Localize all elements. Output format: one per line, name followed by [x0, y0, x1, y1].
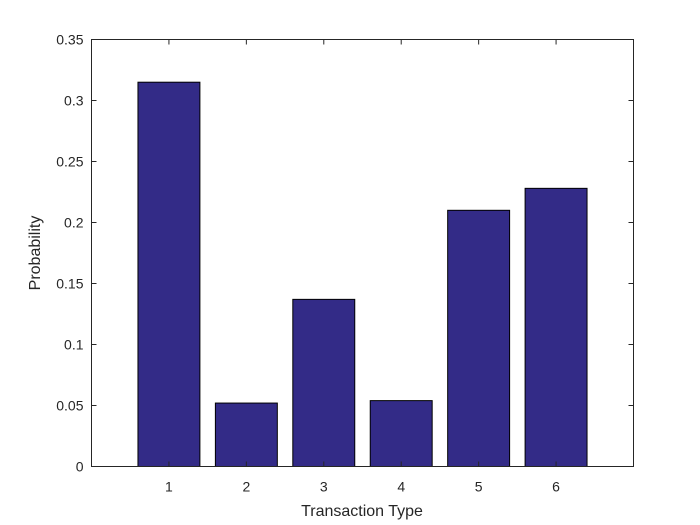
y-tick-label-1: 0.05	[56, 398, 83, 414]
bar-4	[369, 400, 433, 467]
y-tick-label-4: 0.2	[64, 215, 84, 231]
plot-frame	[91, 39, 634, 467]
y-tick-label-3: 0.15	[56, 276, 83, 292]
bar-2	[214, 402, 278, 467]
x-tick-label-1: 1	[165, 479, 173, 495]
y-axis-label: Probability	[27, 216, 44, 291]
x-tick-label-6: 6	[552, 479, 560, 495]
x-tick-label-3: 3	[320, 479, 328, 495]
x-tick-label-5: 5	[475, 479, 483, 495]
x-tick-label-2: 2	[242, 479, 250, 495]
x-tick-label-4: 4	[397, 479, 405, 495]
bar-6	[524, 187, 588, 467]
bar-5	[447, 209, 511, 468]
x-axis-label: Transaction Type	[301, 503, 423, 520]
bar-1	[137, 81, 201, 467]
y-tick-label-7: 0.35	[56, 32, 83, 48]
y-tick-label-0: 0	[76, 459, 84, 475]
x-ticks-group: 1 2 3 4 5 6	[165, 39, 560, 495]
bar-3	[292, 298, 356, 467]
y-tick-label-5: 0.25	[56, 154, 83, 170]
y-tick-label-2: 0.1	[64, 337, 84, 353]
bars-group	[137, 81, 588, 468]
y-tick-label-6: 0.3	[64, 93, 84, 109]
y-ticks-group: 0 0.05 0.1 0.15 0.2 0.25 0.3 0.35	[56, 32, 634, 475]
